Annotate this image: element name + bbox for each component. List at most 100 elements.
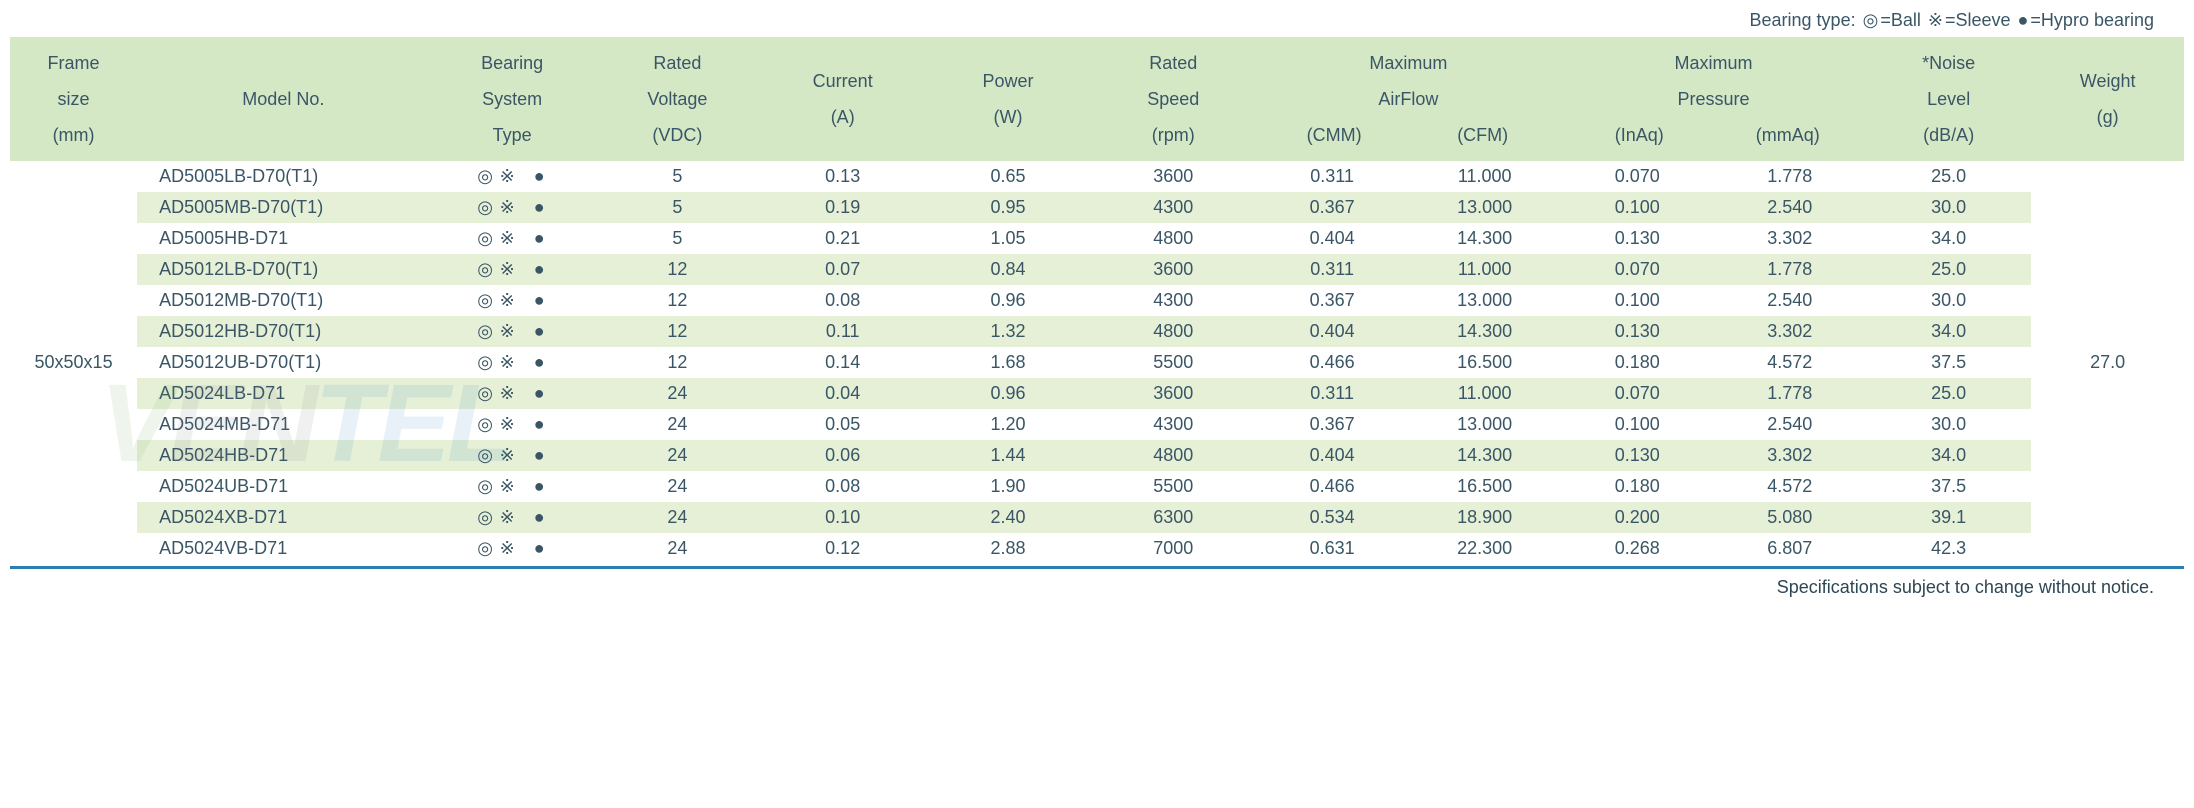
bearing-symbol-icon: ● [528, 166, 550, 187]
power-cell: 0.84 [925, 254, 1090, 285]
speed-cell: 7000 [1091, 533, 1256, 564]
cmm-cell: 0.311 [1256, 254, 1409, 285]
current-cell: 0.14 [760, 347, 925, 378]
bearing-symbol-icon: ● [528, 414, 550, 435]
voltage-cell: 24 [595, 409, 760, 440]
current-cell: 0.12 [760, 533, 925, 564]
bearing-symbol-icon: ※ [496, 414, 518, 435]
cfm-cell: 18.900 [1408, 502, 1561, 533]
speed-cell: 4800 [1091, 223, 1256, 254]
speed-cell: 4800 [1091, 316, 1256, 347]
noise-cell: 34.0 [1866, 440, 2031, 471]
power-cell: 1.44 [925, 440, 1090, 471]
cmm-cell: 0.404 [1256, 223, 1409, 254]
power-cell: 1.68 [925, 347, 1090, 378]
bearing-symbol-icon: ◎ [474, 352, 496, 373]
power-cell: 2.88 [925, 533, 1090, 564]
bearing-cell: ◎※ ● [430, 440, 595, 471]
table-row: AD5024VB-D71◎※●240.122.8870000.63122.300… [10, 533, 2184, 564]
speed-cell: 3600 [1091, 254, 1256, 285]
cfm-cell: 13.000 [1408, 409, 1561, 440]
cfm-cell: 22.300 [1408, 533, 1561, 564]
bearing-symbol-icon: ◎ [474, 197, 496, 218]
inaq-cell: 0.200 [1561, 502, 1714, 533]
model-cell: AD5012LB-D70(T1) [137, 254, 429, 285]
power-cell: 0.95 [925, 192, 1090, 223]
table-row: AD5024XB-D71◎※●240.102.4063000.53418.900… [10, 502, 2184, 533]
table-row: AD5012HB-D70(T1)◎※●120.111.3248000.40414… [10, 316, 2184, 347]
voltage-cell: 12 [595, 285, 760, 316]
mmaq-cell: 4.572 [1714, 471, 1867, 502]
inaq-cell: 0.070 [1561, 161, 1714, 192]
specifications-table: Framesize(mm)Model No.BearingSystemTypeR… [10, 37, 2184, 564]
inaq-cell: 0.070 [1561, 254, 1714, 285]
voltage-cell: 24 [595, 533, 760, 564]
noise-cell: 34.0 [1866, 316, 2031, 347]
cmm-cell: 0.466 [1256, 471, 1409, 502]
current-cell: 0.04 [760, 378, 925, 409]
column-header-speed: RatedSpeed(rpm) [1091, 37, 1256, 161]
table-body: 50x50x15AD5005LB-D70(T1)◎※●50.130.653600… [10, 161, 2184, 564]
power-cell: 1.32 [925, 316, 1090, 347]
bearing-symbol-icon: ※ [496, 166, 518, 187]
bearing-symbol-icon: ※ [496, 290, 518, 311]
bearing-cell: ◎※● [430, 316, 595, 347]
footer-note: Specifications subject to change without… [10, 566, 2184, 598]
bearing-symbol-icon: ◎ [474, 445, 496, 466]
model-cell: AD5005LB-D70(T1) [137, 161, 429, 192]
bearing-symbol-icon: ※ [496, 197, 518, 218]
legend-label: Bearing type: [1750, 10, 1856, 30]
cmm-cell: 0.631 [1256, 533, 1409, 564]
model-cell: AD5005MB-D70(T1) [137, 192, 429, 223]
noise-cell: 39.1 [1866, 502, 2031, 533]
bearing-cell: ◎※● [430, 409, 595, 440]
inaq-cell: 0.180 [1561, 347, 1714, 378]
bearing-symbol-icon: ※ [496, 383, 518, 404]
cmm-cell: 0.367 [1256, 285, 1409, 316]
bearing-symbol-icon: ◎ [474, 321, 496, 342]
noise-cell: 34.0 [1866, 223, 2031, 254]
bearing-symbol-icon: ● [528, 445, 550, 466]
bearing-symbol-icon: ● [528, 538, 550, 559]
inaq-cell: 0.100 [1561, 409, 1714, 440]
voltage-cell: 24 [595, 440, 760, 471]
cmm-cell: 0.311 [1256, 161, 1409, 192]
power-cell: 1.20 [925, 409, 1090, 440]
speed-cell: 4800 [1091, 440, 1256, 471]
bearing-symbol-icon: ※ [496, 445, 518, 466]
column-header-power: Power(W) [925, 37, 1090, 161]
column-header-airflow: MaximumAirFlow(CMM)(CFM) [1256, 37, 1561, 161]
table-row: AD5024MB-D71◎※●240.051.2043000.36713.000… [10, 409, 2184, 440]
current-cell: 0.11 [760, 316, 925, 347]
cfm-cell: 14.300 [1408, 223, 1561, 254]
cfm-cell: 13.000 [1408, 192, 1561, 223]
voltage-cell: 5 [595, 223, 760, 254]
noise-cell: 42.3 [1866, 533, 2031, 564]
table-row: AD5012LB-D70(T1)◎※●120.070.8436000.31111… [10, 254, 2184, 285]
bearing-type-legend: Bearing type: ◎=Ball ※=Sleeve ●=Hypro be… [10, 8, 2184, 37]
cmm-cell: 0.311 [1256, 378, 1409, 409]
model-cell: AD5005HB-D71 [137, 223, 429, 254]
bearing-symbol-icon: ◎ [474, 507, 496, 528]
inaq-cell: 0.130 [1561, 316, 1714, 347]
column-header-bearing: BearingSystemType [430, 37, 595, 161]
current-cell: 0.07 [760, 254, 925, 285]
model-cell: AD5024UB-D71 [137, 471, 429, 502]
cfm-cell: 16.500 [1408, 347, 1561, 378]
legend-sleeve-symbol: ※ [1926, 10, 1945, 30]
noise-cell: 25.0 [1866, 378, 2031, 409]
legend-ball-symbol: ◎ [1861, 10, 1881, 30]
inaq-cell: 0.070 [1561, 378, 1714, 409]
voltage-cell: 12 [595, 316, 760, 347]
model-cell: AD5012MB-D70(T1) [137, 285, 429, 316]
bearing-cell: ◎※● [430, 161, 595, 192]
weight-cell: 27.0 [2031, 161, 2184, 564]
current-cell: 0.21 [760, 223, 925, 254]
bearing-symbol-icon: ※ [496, 352, 518, 373]
bearing-symbol-icon: ◎ [474, 383, 496, 404]
inaq-cell: 0.100 [1561, 285, 1714, 316]
speed-cell: 5500 [1091, 471, 1256, 502]
voltage-cell: 24 [595, 502, 760, 533]
inaq-cell: 0.130 [1561, 223, 1714, 254]
voltage-cell: 5 [595, 192, 760, 223]
